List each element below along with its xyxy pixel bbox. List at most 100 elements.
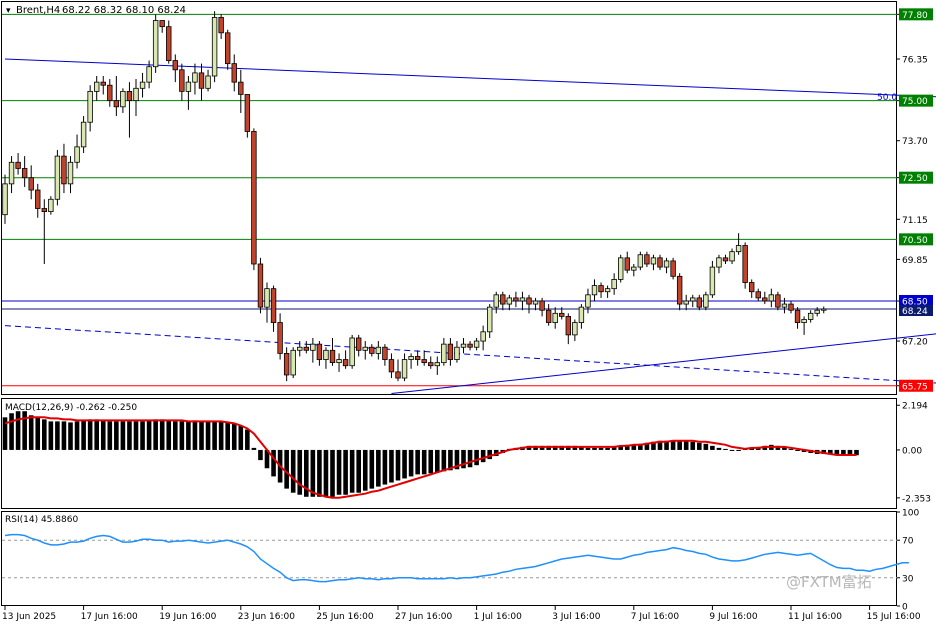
candle: [87, 85, 93, 132]
candle: [454, 341, 460, 363]
collapse-arrow-icon[interactable]: ▾: [6, 6, 11, 16]
macd-bar: [68, 422, 73, 450]
candle: [61, 143, 67, 194]
macd-bar: [795, 449, 800, 451]
candle: [15, 153, 21, 175]
candle: [107, 79, 113, 107]
candle-body-down: [15, 161, 21, 169]
rsi-tick-label: 100: [902, 509, 919, 519]
candle: [480, 325, 486, 351]
candle: [637, 251, 644, 271]
candle-body-down: [395, 371, 401, 379]
level-tag-70.50: 70.50: [899, 233, 933, 246]
candle: [611, 273, 617, 295]
candle: [375, 341, 382, 360]
level-tag-label: 75.00: [902, 97, 928, 107]
candle-body-up: [506, 297, 513, 305]
level-tag-bg: [899, 94, 933, 107]
candle: [264, 282, 270, 323]
macd-bar: [199, 421, 204, 450]
candle: [428, 356, 434, 369]
macd-bar: [192, 420, 198, 450]
candle-body-down: [598, 285, 604, 293]
candle: [735, 233, 742, 255]
level-tag-bg: [899, 171, 933, 184]
trendline-solid: [391, 333, 936, 394]
candle-body-up: [323, 349, 329, 360]
candle: [572, 319, 578, 342]
macd-bar: [343, 449, 348, 495]
candle: [192, 63, 198, 95]
macd-bar: [48, 421, 54, 450]
candle: [513, 291, 519, 308]
macd-bar: [638, 443, 643, 450]
candle-body-up: [8, 161, 15, 185]
level-tag-bg: [899, 233, 933, 246]
candle-body-down: [467, 343, 473, 348]
macd-bar: [415, 449, 420, 475]
candle-body-down: [742, 245, 748, 283]
current-price-tag: 68.24: [899, 305, 933, 317]
candle: [493, 291, 499, 314]
macd-bar: [408, 449, 414, 477]
trendline-solid: [4, 58, 936, 98]
macd-bar: [22, 411, 27, 450]
fibo-level-label: 50.0: [877, 93, 897, 103]
candle: [408, 353, 414, 369]
candle: [644, 251, 650, 268]
candle-body-down: [257, 263, 264, 308]
macd-bar: [212, 421, 217, 450]
macd-bar: [644, 442, 650, 450]
candle-body-up: [146, 66, 152, 83]
price-tick-label: 67.20: [902, 338, 928, 348]
candle: [755, 288, 761, 301]
price-tick-label: 69.85: [902, 256, 928, 266]
candle-body-down: [303, 346, 309, 351]
candle: [224, 29, 231, 70]
candle-body-up: [480, 331, 486, 342]
macd-bar: [225, 422, 230, 450]
macd-bar: [487, 449, 492, 460]
macd-bar: [9, 413, 14, 450]
candle-body-up: [591, 285, 598, 296]
candle-body-up: [290, 349, 296, 376]
candle: [8, 156, 15, 194]
candle: [683, 294, 689, 311]
candle: [434, 356, 440, 375]
macd-bar: [120, 421, 126, 450]
candle-body-up: [152, 20, 159, 68]
candle-body-up: [683, 300, 689, 305]
candle: [565, 313, 571, 345]
candle: [35, 183, 41, 218]
candle: [139, 72, 146, 98]
macd-bar: [310, 449, 316, 497]
candle-body-down: [388, 359, 395, 373]
macd-bar: [402, 449, 407, 479]
macd-bar: [336, 449, 342, 495]
macd-bar: [389, 449, 394, 483]
macd-bar: [127, 421, 132, 450]
rsi-tick-label: 30: [902, 574, 914, 584]
candle-body-down: [382, 346, 388, 360]
candle-body-up: [709, 266, 716, 296]
time-tick-label: 3 Jul 16:00: [552, 612, 601, 622]
macd-bar: [61, 421, 67, 450]
candle-body-up: [185, 81, 192, 92]
candle-body-up: [578, 306, 585, 323]
candle-body-down: [231, 63, 237, 83]
candle-body-down: [179, 69, 185, 92]
macd-bar: [304, 449, 309, 497]
macd-bar: [55, 421, 60, 450]
candle: [231, 54, 237, 92]
macd-bar: [231, 423, 237, 450]
candle: [159, 20, 165, 33]
macd-title: MACD(12,26,9) -0.262 -0.250: [5, 403, 137, 413]
trendline-dashed: [4, 325, 936, 384]
macd-bar: [670, 440, 676, 450]
candle-body-down: [565, 315, 571, 336]
candle: [532, 297, 539, 311]
candle: [814, 307, 820, 317]
candle: [762, 291, 768, 305]
